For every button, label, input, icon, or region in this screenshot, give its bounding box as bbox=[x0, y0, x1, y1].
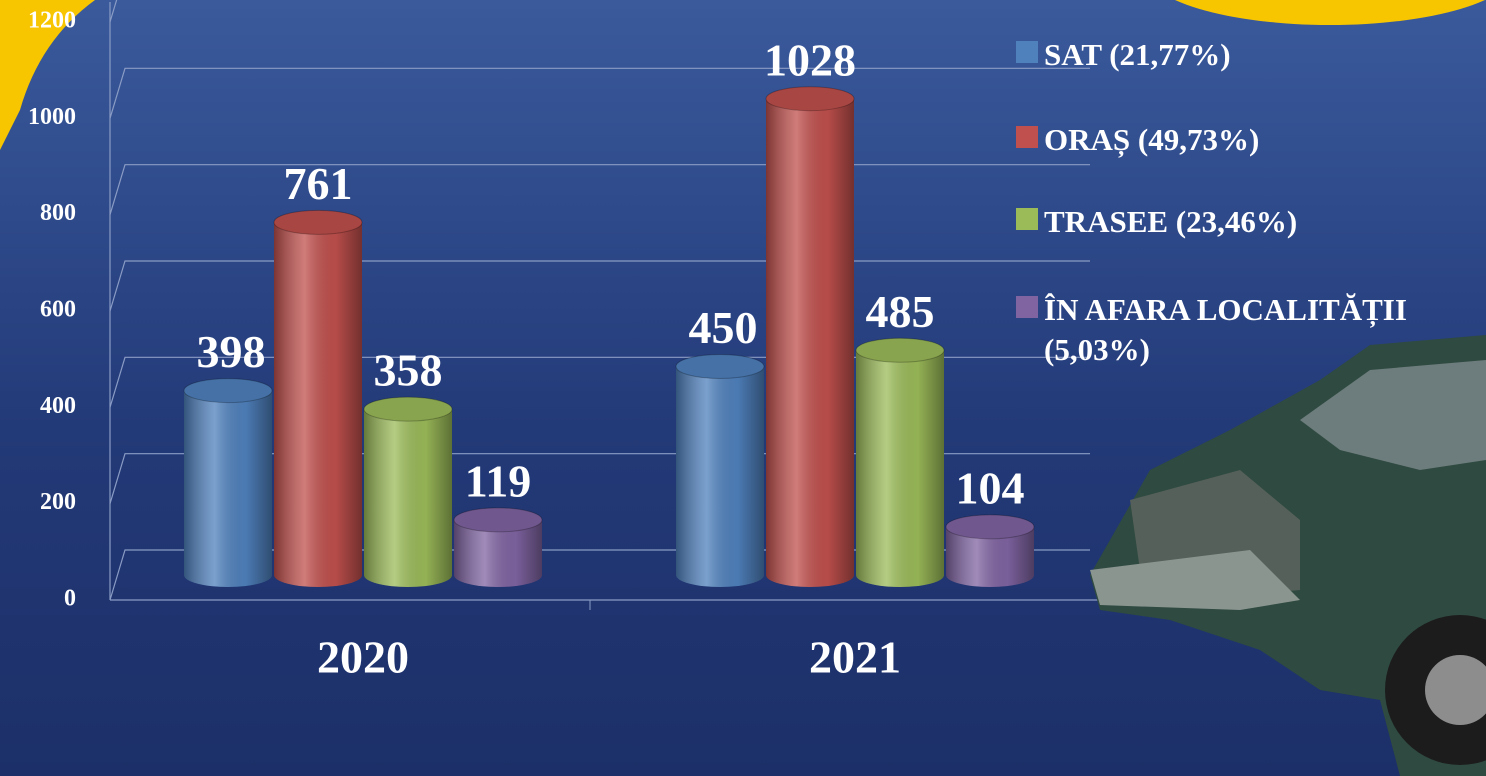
value-label: 1028 bbox=[764, 34, 856, 85]
legend-swatch bbox=[1016, 41, 1038, 63]
bar bbox=[945, 514, 1035, 587]
bar-top bbox=[945, 514, 1035, 540]
value-label: 761 bbox=[284, 158, 353, 209]
value-label: 358 bbox=[374, 345, 443, 396]
legend-item: SAT (21,77%) bbox=[1016, 35, 1484, 75]
bar-top bbox=[675, 354, 765, 379]
y-tick-label: 1200 bbox=[28, 8, 76, 34]
legend-item: ÎN AFARA LOCALITĂȚII (5,03%) bbox=[1016, 290, 1484, 370]
value-label: 104 bbox=[956, 462, 1025, 513]
value-label: 485 bbox=[866, 286, 935, 337]
grid-line bbox=[109, 67, 1090, 119]
legend-item: ORAȘ (49,73%) bbox=[1016, 120, 1484, 160]
corner-decoration bbox=[0, 0, 95, 150]
bar-shading bbox=[454, 519, 542, 587]
y-tick-label: 800 bbox=[40, 200, 76, 226]
bar bbox=[363, 396, 453, 587]
bar bbox=[765, 86, 855, 588]
bar-top-highlight bbox=[856, 338, 944, 363]
bar bbox=[273, 209, 363, 588]
grid-line bbox=[109, 164, 1090, 215]
bar-top bbox=[765, 86, 855, 112]
x-tick-label: 2021 bbox=[809, 632, 901, 683]
bar-shading bbox=[676, 366, 764, 587]
legend-swatch bbox=[1016, 208, 1038, 230]
y-tick-label: 400 bbox=[40, 393, 76, 419]
y-tick-label: 600 bbox=[40, 297, 76, 323]
legend-label: SAT (21,77%) bbox=[1044, 37, 1231, 72]
car-illustration bbox=[1090, 335, 1486, 776]
bar-shading bbox=[274, 222, 362, 588]
bar-shading bbox=[766, 98, 854, 588]
legend-swatch bbox=[1016, 296, 1038, 318]
bar bbox=[453, 507, 543, 587]
bar-shading bbox=[856, 350, 944, 587]
bar-top bbox=[363, 396, 453, 422]
bar-top-highlight bbox=[676, 354, 764, 379]
legend-item: TRASEE (23,46%) bbox=[1016, 202, 1484, 242]
bar bbox=[183, 378, 273, 587]
bar-top-highlight bbox=[184, 378, 272, 403]
legend-label: TRASEE (23,46%) bbox=[1044, 204, 1298, 239]
bar-shading bbox=[946, 526, 1034, 587]
bar-top bbox=[453, 507, 543, 533]
y-tick-label: 200 bbox=[40, 489, 76, 515]
bar-top bbox=[183, 378, 273, 404]
x-tick-label: 2020 bbox=[317, 632, 409, 683]
bar-top-highlight bbox=[946, 514, 1034, 539]
bar-shading bbox=[184, 390, 272, 587]
bar-top-highlight bbox=[454, 507, 542, 532]
value-label: 398 bbox=[197, 326, 266, 377]
value-label: 119 bbox=[465, 455, 531, 506]
grid-line bbox=[109, 260, 1090, 312]
legend-label: ÎN AFARA LOCALITĂȚII (5,03%) bbox=[1044, 292, 1407, 367]
bar-top bbox=[273, 209, 363, 235]
corner-decoration bbox=[1174, 0, 1486, 25]
bar-top-highlight bbox=[766, 86, 854, 111]
value-label: 450 bbox=[689, 302, 758, 353]
bar bbox=[675, 354, 765, 587]
bar-top-highlight bbox=[274, 210, 362, 235]
y-tick-label: 1000 bbox=[28, 104, 76, 130]
legend-label: ORAȘ (49,73%) bbox=[1044, 122, 1260, 157]
grid-line bbox=[109, 0, 118, 23]
bar bbox=[855, 337, 945, 587]
legend-swatch bbox=[1016, 126, 1038, 148]
bar-top-highlight bbox=[364, 397, 452, 422]
y-tick-label: 0 bbox=[64, 586, 76, 612]
bar-top bbox=[855, 337, 945, 363]
bar-shading bbox=[364, 409, 452, 587]
